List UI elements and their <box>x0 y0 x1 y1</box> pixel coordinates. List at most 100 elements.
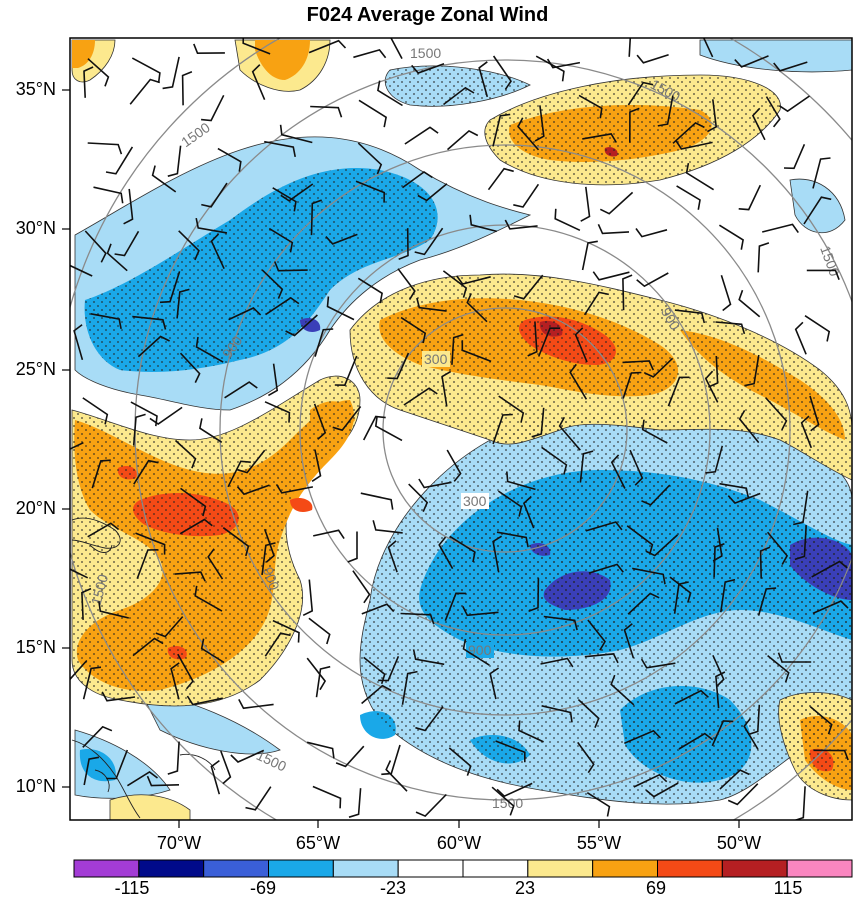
wind-barb <box>442 270 468 298</box>
wind-barb <box>543 615 578 631</box>
wind-barb <box>762 223 799 234</box>
wind-barb <box>734 55 769 68</box>
wind-barb <box>279 124 313 144</box>
wind-barb <box>672 121 705 144</box>
wind-barb <box>83 66 94 98</box>
wind-barb <box>193 43 225 55</box>
wind-barb <box>360 492 394 510</box>
wind-barb <box>201 94 225 122</box>
wind-barb <box>587 619 606 651</box>
wind-barb <box>712 527 723 562</box>
wind-barb <box>217 147 242 172</box>
wind-barb <box>302 579 314 617</box>
wind-barb <box>803 196 832 225</box>
wind-barb <box>272 187 297 212</box>
wind-barb <box>348 788 362 818</box>
wind-barb <box>70 264 93 277</box>
wind-barb <box>446 449 462 482</box>
wind-barb <box>151 165 177 193</box>
colorbar-swatch <box>786 859 853 878</box>
wind-barb <box>314 328 334 357</box>
wind-barb <box>194 585 223 612</box>
wind-barb <box>759 546 771 579</box>
wind-barb <box>492 55 512 90</box>
wind-barb <box>718 224 744 250</box>
lat-label: 35°N <box>15 79 56 99</box>
wind-barb <box>129 78 161 105</box>
wind-barb <box>540 657 574 668</box>
wind-barb <box>527 321 538 357</box>
wind-barb <box>93 186 124 204</box>
wind-barb <box>744 354 760 387</box>
wind-barb <box>497 490 523 517</box>
wind-barb <box>362 415 386 441</box>
wind-barb <box>461 340 492 363</box>
wind-barb <box>357 142 383 175</box>
wind-barb <box>727 783 759 806</box>
wind-barb <box>518 720 544 743</box>
wind-barb <box>149 406 183 425</box>
wind-barb <box>720 578 736 613</box>
wind-barb <box>227 460 251 488</box>
wind-barb <box>466 293 488 323</box>
wind-barb <box>178 230 200 261</box>
colorbar-swatch <box>657 859 723 878</box>
wind-barb <box>170 662 180 700</box>
colorbar-swatch <box>721 859 788 878</box>
wind-barb <box>522 495 535 529</box>
wind-barb <box>641 419 668 444</box>
wind-barb <box>738 289 761 318</box>
wind-barb <box>87 142 123 155</box>
wind-barb <box>809 395 820 432</box>
wind-barb <box>577 699 600 728</box>
wind-barb <box>643 357 674 378</box>
wind-barb <box>592 271 630 281</box>
wind-barb <box>513 183 540 208</box>
wind-barb <box>583 291 609 316</box>
wind-barb <box>441 370 452 407</box>
wind-barb <box>155 616 184 638</box>
wind-barb <box>90 313 122 330</box>
wind-barb <box>531 407 545 438</box>
chart-title: F024 Average Zonal Wind <box>306 4 549 26</box>
wind-barb <box>765 96 781 128</box>
wind-barb <box>720 275 732 312</box>
wind-barb <box>443 86 475 106</box>
wind-barb <box>623 729 662 745</box>
wind-barb <box>272 619 300 643</box>
wind-barb <box>743 718 759 750</box>
wind-barb <box>87 58 110 87</box>
wind-barb <box>811 560 848 578</box>
wind-barb <box>126 771 158 787</box>
wind-barb <box>635 228 668 238</box>
wind-barb <box>70 441 84 450</box>
ring-label: 300 <box>463 493 487 509</box>
wind-barb <box>633 773 668 788</box>
colorbar-swatch <box>138 859 205 878</box>
wind-barb <box>265 296 300 316</box>
lon-label: 50°W <box>716 833 762 853</box>
wind-barb <box>498 395 525 423</box>
wind-barb <box>767 654 790 683</box>
wind-barb <box>640 658 676 669</box>
wind-barb <box>667 376 690 407</box>
wind-barb <box>131 57 161 83</box>
colorbar-label: 69 <box>645 878 667 898</box>
wind-barb <box>70 659 88 681</box>
wind-barb <box>588 563 624 574</box>
wind-barb <box>558 416 581 451</box>
wind-barb <box>813 749 849 761</box>
wind-barb <box>200 638 225 664</box>
wind-barb <box>313 403 327 440</box>
wind-barb <box>285 314 318 337</box>
wind-barb <box>402 171 433 189</box>
wind-barb <box>273 261 308 272</box>
wind-barb <box>404 126 439 145</box>
wind-barb <box>381 744 401 776</box>
wind-barb <box>708 355 719 388</box>
wind-barb <box>541 446 568 475</box>
colorbar-swatch <box>332 859 399 878</box>
lon-label: 55°W <box>576 833 622 853</box>
wind-barb <box>236 484 270 496</box>
wind-barb <box>397 268 416 301</box>
